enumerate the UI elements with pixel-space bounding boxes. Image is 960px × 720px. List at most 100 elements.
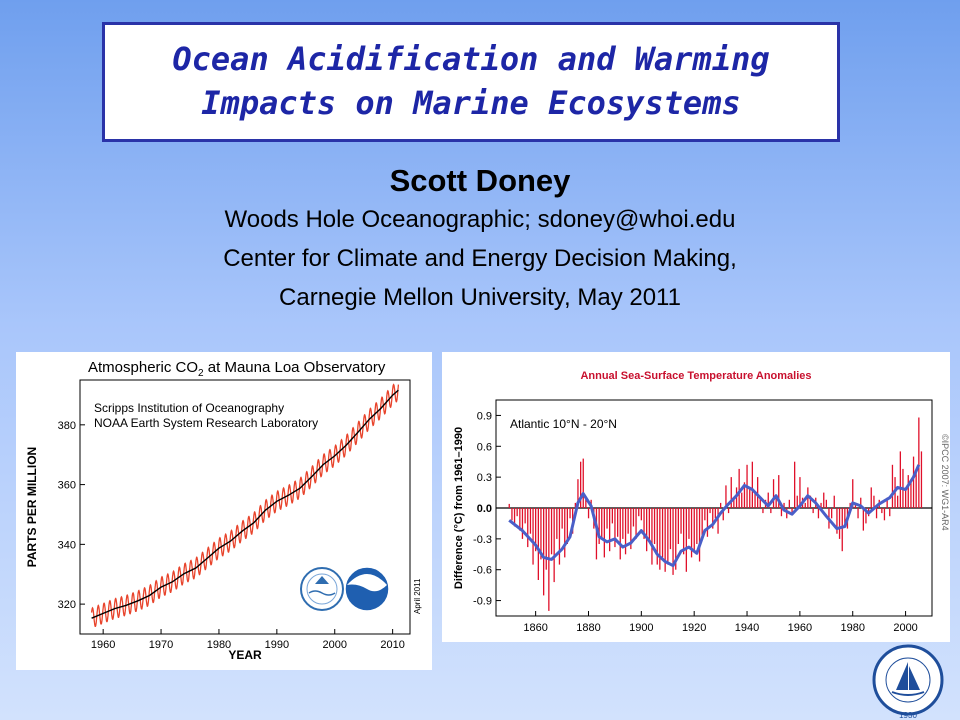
co2-y-tick-label: 340 xyxy=(58,539,76,551)
co2-y-label: PARTS PER MILLION xyxy=(25,447,39,567)
sst-bar xyxy=(844,508,846,524)
sst-bar xyxy=(725,485,727,508)
sst-x-tick-label: 1980 xyxy=(840,622,864,634)
sst-bar xyxy=(582,458,584,508)
sst-bar xyxy=(712,508,714,529)
co2-chart-panel: Atmospheric CO2 at Mauna Loa Observatory… xyxy=(16,352,432,670)
sst-bar xyxy=(870,487,872,508)
co2-x-tick-label: 1980 xyxy=(207,639,231,651)
sst-bar xyxy=(709,508,711,514)
sst-bar xyxy=(617,508,619,537)
sst-bar xyxy=(640,508,642,521)
sst-bar xyxy=(730,477,732,508)
sst-bar xyxy=(577,479,579,508)
sst-bar xyxy=(727,508,730,514)
co2-source-scripps: Scripps Institution of Oceanography xyxy=(94,401,284,415)
sst-bar xyxy=(511,508,513,521)
sst-bar xyxy=(609,508,611,552)
author-name: Scott Doney xyxy=(389,163,571,198)
sst-bar xyxy=(648,508,650,539)
sst-x-tick-label: 1880 xyxy=(576,622,600,634)
title-box: Ocean Acidification and Warming Impacts … xyxy=(102,22,840,142)
sst-bar xyxy=(550,508,553,555)
sst-bar xyxy=(643,508,645,539)
sst-bar xyxy=(638,508,640,517)
sst-bar xyxy=(587,508,590,519)
sst-bar xyxy=(519,508,521,531)
sst-bar xyxy=(698,508,701,562)
sst-bar xyxy=(799,477,801,508)
sst-bar xyxy=(749,487,751,508)
sst-y-tick-label: -0.3 xyxy=(473,534,492,546)
sst-bar xyxy=(635,508,637,539)
co2-x-tick-label: 2010 xyxy=(380,639,404,651)
sst-bar xyxy=(693,508,695,552)
sst-bar xyxy=(661,508,664,558)
co2-series xyxy=(90,383,400,628)
sst-bar xyxy=(809,495,812,508)
sst-bar xyxy=(529,508,532,534)
sst-bar xyxy=(817,508,820,519)
sst-bar xyxy=(881,508,883,514)
sst-bar xyxy=(772,479,775,508)
sst-bar xyxy=(823,492,825,508)
noaa-logo xyxy=(344,566,390,612)
sst-bar xyxy=(651,508,653,565)
sst-bar xyxy=(751,461,753,508)
sst-bar xyxy=(653,508,656,544)
sst-bar xyxy=(770,508,772,514)
sst-x-axis: 1860 1880 1900 1920 1940 1960 1980 2000 xyxy=(523,611,918,634)
sst-bar xyxy=(820,502,822,508)
sst-bar xyxy=(569,508,571,519)
sst-x-tick-label: 1860 xyxy=(523,622,547,634)
sst-y-tick-label: -0.9 xyxy=(473,596,492,608)
sst-bar xyxy=(688,508,690,539)
sst-bar xyxy=(685,508,687,572)
sst-bar xyxy=(865,508,867,524)
sst-bar xyxy=(659,508,661,570)
sst-bar xyxy=(656,508,658,565)
sst-bar xyxy=(675,508,677,570)
sst-bar xyxy=(791,508,793,514)
sst-bar xyxy=(852,479,854,508)
sst-chart: Annual Sea-Surface Temperature Anomalies… xyxy=(453,370,950,634)
sst-y-tick-label: -0.6 xyxy=(473,565,492,577)
sst-bar xyxy=(508,503,510,508)
sst-bar xyxy=(873,495,875,508)
sst-bar xyxy=(630,508,632,550)
sst-x-tick-label: 1900 xyxy=(629,622,653,634)
sst-bar xyxy=(860,497,862,508)
sst-bar xyxy=(595,508,598,560)
sst-bar xyxy=(796,495,798,508)
sst-bar xyxy=(875,508,878,519)
sst-bar xyxy=(775,497,777,508)
sst-bar xyxy=(574,502,576,508)
sst-bar xyxy=(664,508,666,572)
co2-chart-title: Atmospheric CO2 at Mauna Loa Observatory xyxy=(88,359,386,379)
sst-bar xyxy=(696,508,698,544)
sst-x-tick-label: 1940 xyxy=(735,622,759,634)
sst-bar xyxy=(564,508,566,558)
sst-bar xyxy=(825,499,827,508)
sst-bar xyxy=(836,508,838,534)
sst-bar xyxy=(915,472,917,508)
sst-bar xyxy=(889,508,891,517)
sst-bar xyxy=(627,508,629,534)
sst-bar xyxy=(677,508,679,544)
sst-bar xyxy=(897,495,899,508)
sst-bar xyxy=(524,508,526,524)
slide-title-line1: Ocean Acidification and Warming xyxy=(172,40,770,78)
slide-title-line2: Impacts on Marine Ecosystems xyxy=(201,84,741,122)
sst-bar xyxy=(606,508,608,529)
sst-bar xyxy=(862,508,864,531)
sst-y-axis: 0.9 0.6 0.3 0.0 -0.3 -0.6 -0.9 xyxy=(473,410,932,608)
sst-chart-panel: Annual Sea-Surface Temperature Anomalies… xyxy=(442,352,950,642)
sst-y-label: Difference (°C) from 1961–1990 xyxy=(453,427,465,589)
sst-bar xyxy=(513,508,516,527)
sst-bar xyxy=(614,508,616,548)
co2-y-tick-label: 360 xyxy=(58,480,76,492)
sst-bar xyxy=(912,456,915,508)
whoi-logo-year: 1930 xyxy=(899,711,917,720)
sst-bar xyxy=(812,508,814,514)
co2-x-tick-label: 1960 xyxy=(91,639,115,651)
